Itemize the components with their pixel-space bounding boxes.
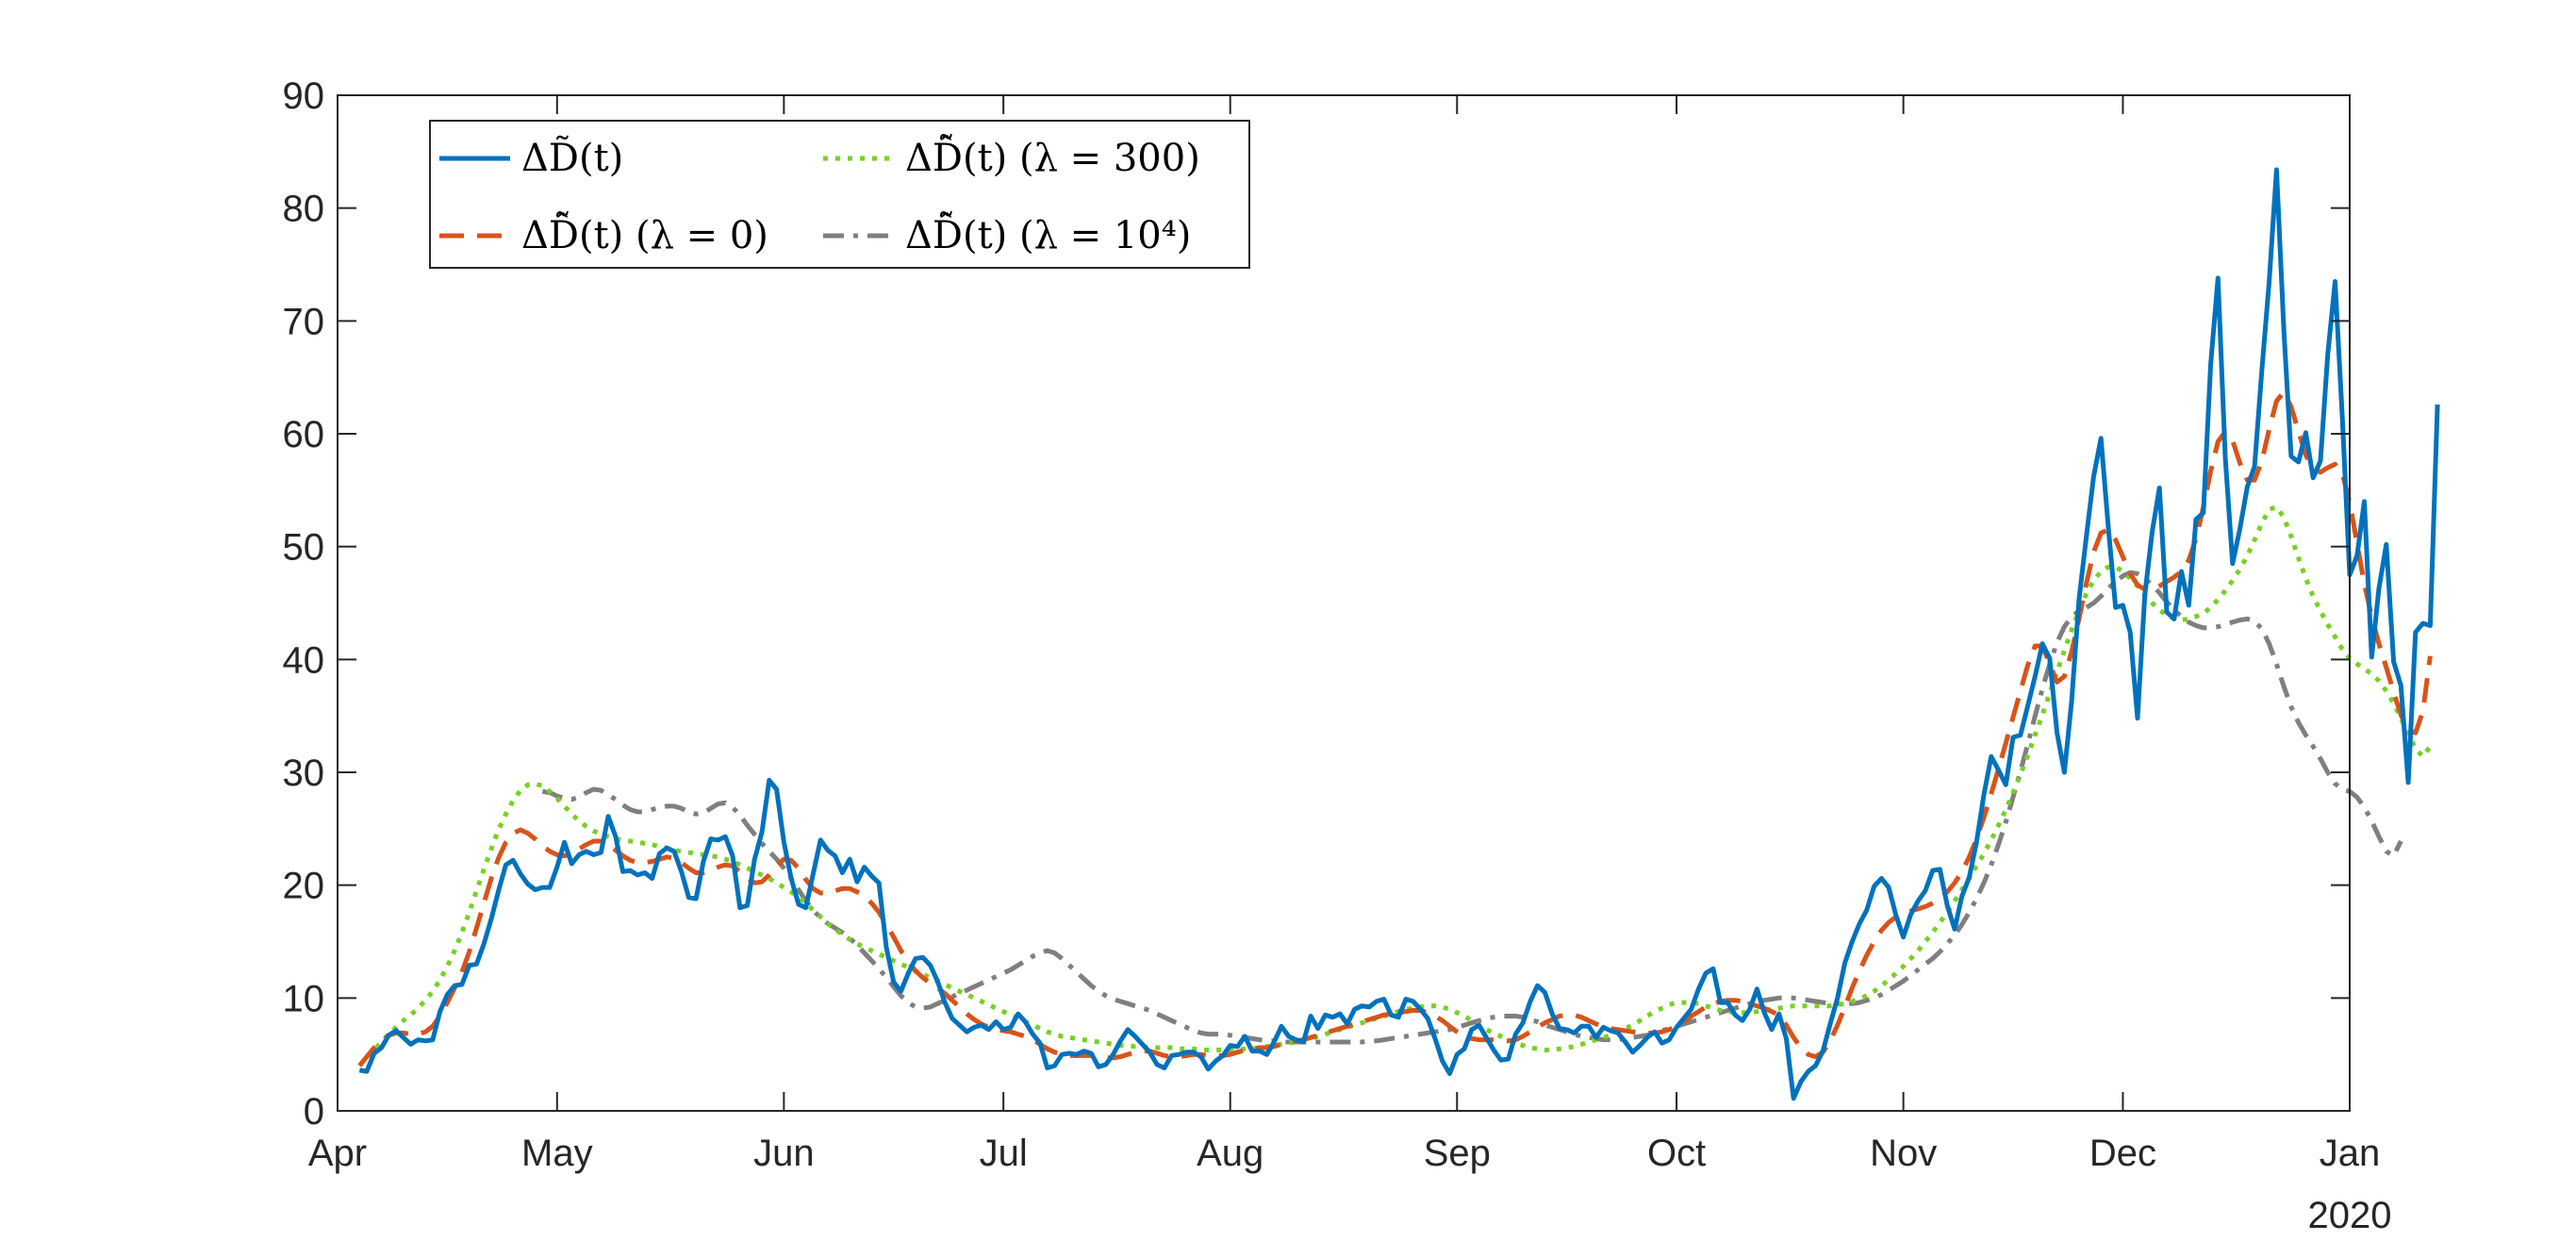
y-tick-label: 80	[283, 189, 325, 230]
series-line-0	[358, 167, 2440, 1101]
x-tick-label: Jan	[2320, 1133, 2381, 1174]
x-tick-label: Dec	[2089, 1133, 2156, 1174]
y-tick-label: 60	[283, 414, 325, 455]
legend-label-lambda-1e4: ΔD̂̃(t) (λ = 10⁴)	[905, 212, 1191, 257]
x-tick-label: Apr	[308, 1133, 367, 1174]
legend: ΔD̃(t) ΔD̂̃(t) (λ = 0) ΔD̂̃(t) (λ = 300)…	[429, 120, 1250, 269]
year-label: 2020	[2308, 1195, 2392, 1236]
x-tick-label: Aug	[1197, 1133, 1263, 1174]
legend-box	[429, 120, 1250, 269]
y-tick-label: 40	[283, 639, 325, 681]
series-line-3	[541, 570, 2403, 1045]
legend-label-observed: ΔD̃(t)	[521, 136, 623, 180]
axes-layer	[337, 94, 2351, 1112]
x-tick-label: Oct	[1647, 1133, 1706, 1174]
series-layer	[357, 167, 2440, 1101]
plot-area-frame	[337, 94, 2351, 1112]
y-tick-label: 30	[283, 753, 325, 794]
y-tick-label: 10	[283, 978, 325, 1019]
y-tick-label: 20	[283, 866, 325, 907]
x-tick-label: Nov	[1870, 1133, 1937, 1174]
x-tick-label: Jul	[980, 1133, 1028, 1174]
y-tick-label: 70	[283, 301, 325, 342]
y-tick-label: 90	[283, 75, 325, 117]
x-tick-label: May	[521, 1133, 593, 1174]
ticks-layer: 0 10 20 30 40 50 60 70 80 90 Apr May Jun Jul Aug Sep Oct…	[283, 75, 2381, 1174]
legend-label-lambda-0-text: ΔD̂̃(t) (λ = 0)	[521, 212, 768, 257]
legend-label-lambda-0: ΔD̂̃(t) (λ = 0)	[521, 212, 768, 257]
y-tick-label: 50	[283, 527, 325, 569]
legend-label-lambda-300: ΔD̂̃(t) (λ = 300)	[905, 135, 1200, 180]
x-tick-label: Jun	[753, 1133, 815, 1174]
y-tick-label: 0	[304, 1091, 324, 1133]
legend-label-observed-text: ΔD̃(t)	[521, 136, 623, 180]
legend-label-lambda-300-text: ΔD̂̃(t) (λ = 300)	[905, 135, 1200, 180]
x-tick-label: Sep	[1424, 1133, 1491, 1174]
legend-label-lambda-1e4-text: ΔD̂̃(t) (λ = 10⁴)	[905, 212, 1191, 257]
